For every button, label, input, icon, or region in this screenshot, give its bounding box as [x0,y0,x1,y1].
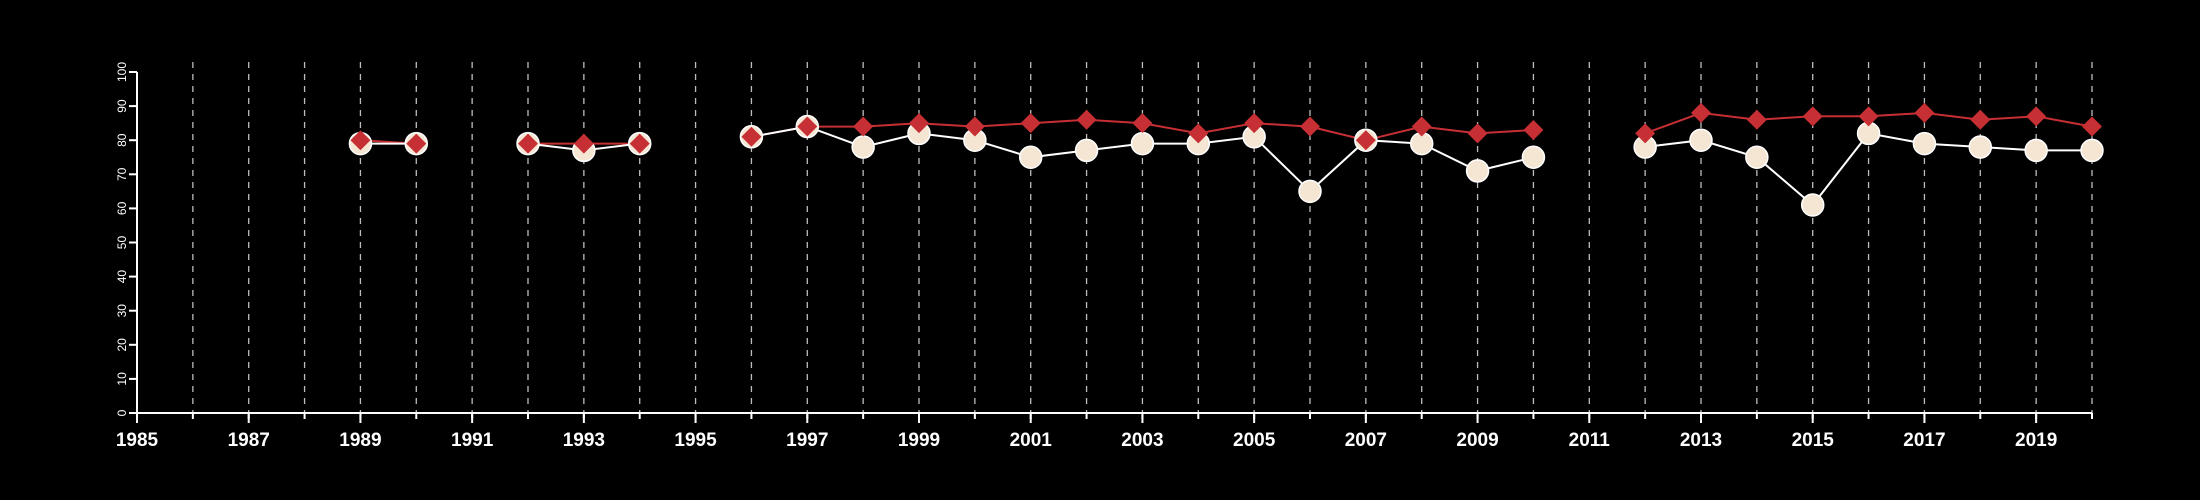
x-tick-label: 1993 [563,430,605,451]
y-tick-label: 20 [115,338,129,352]
x-tick-label: 2019 [2015,430,2057,451]
x-tick-label: 1999 [898,430,940,451]
y-tick-label: 70 [115,167,129,181]
x-tick-label: 1991 [451,430,494,451]
diamond-point-1992 [518,133,538,154]
diamond-point-2016 [1858,106,1879,127]
y-tick-label: 50 [115,236,129,250]
x-tick-label: 2013 [1680,430,1722,451]
diamond-point-2001 [1020,113,1041,134]
x-tick-label: 2015 [1792,430,1835,451]
x-tick-label: 1985 [116,430,159,451]
diamond-point-2018 [1970,109,1991,130]
diamond-point-2000 [964,116,985,137]
diamond-point-2014 [1746,109,1767,130]
diamond-point-2005 [1244,113,1265,134]
diamond-point-1996 [741,126,762,147]
circle-point-2014 [1745,145,1769,169]
diamond-point-2019 [2026,106,2047,127]
x-tick-label: 2009 [1456,430,1498,451]
x-tick-label: 2003 [1121,430,1163,451]
diamond-point-2020 [2082,116,2102,137]
circle-point-2019 [2024,138,2048,163]
circle-point-2009 [1465,159,1490,183]
y-tick-label: 100 [115,62,129,82]
circle-point-2010 [1521,145,1546,169]
diamond-point-1999 [909,113,929,134]
diamond-point-2003 [1132,113,1153,134]
circle-point-2020 [2080,138,2104,163]
y-tick-label: 40 [115,270,129,284]
diamond-point-2013 [1691,102,1711,123]
diamond-point-1990 [406,133,427,154]
circle-point-2006 [1298,179,1322,204]
circle-point-2003 [1130,131,1155,156]
circle-point-2013 [1689,128,1713,152]
diamond-point-1994 [629,133,650,154]
circle-point-2001 [1018,145,1043,169]
diamond-point-1989 [350,130,371,151]
y-tick-label: 60 [115,201,129,215]
diamond-point-2010 [1523,119,1544,140]
x-tick-label: 1995 [674,430,717,451]
y-tick-label: 0 [115,409,129,416]
circle-point-2015 [1800,193,1825,217]
y-tick-label: 90 [115,99,129,113]
circle-point-1998 [851,135,875,159]
diamond-point-1998 [853,116,874,137]
diamond-point-2006 [1300,116,1320,137]
x-tick-label: 2001 [1010,430,1053,451]
diamond-point-1997 [797,116,818,137]
diamond-point-2017 [1914,102,1935,123]
x-tick-label: 1989 [339,430,381,451]
x-tick-label: 2005 [1233,430,1276,451]
x-tick-label: 1997 [786,430,828,451]
x-tick-label: 2007 [1345,430,1387,451]
diamond-point-1993 [573,133,594,154]
x-tick-label: 2017 [1903,430,1945,451]
x-tick-label: 1987 [228,430,270,451]
diamond-point-2004 [1188,123,1209,144]
circle-point-2018 [1968,135,1993,159]
diamond-point-2009 [1467,123,1488,144]
circle-point-2002 [1074,138,1099,163]
x-tick-label: 2011 [1569,430,1611,451]
diamond-point-2012 [1635,123,1656,144]
diamond-point-2007 [1355,130,1376,151]
y-tick-label: 10 [115,372,129,386]
circle-point-2017 [1912,131,1937,156]
y-tick-label: 30 [115,304,129,318]
diamond-point-2015 [1802,106,1823,127]
y-tick-label: 80 [115,133,129,147]
diamond-point-2002 [1076,109,1097,130]
diamond-point-2008 [1411,116,1432,137]
